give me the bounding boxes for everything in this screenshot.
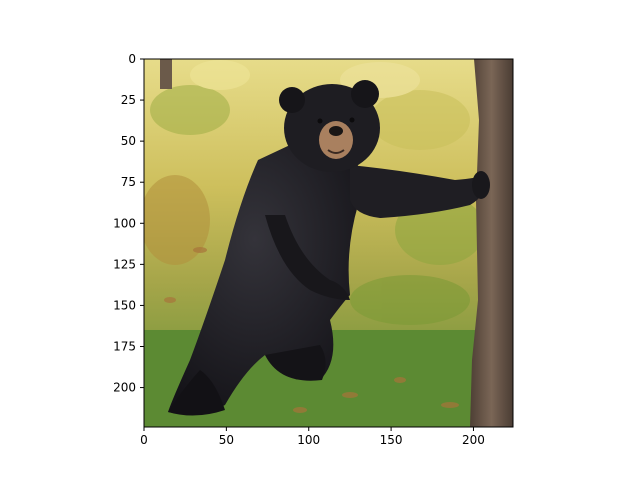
axes-frame <box>143 58 514 428</box>
x-tick-label: 150 <box>380 433 403 447</box>
x-tick-label: 50 <box>219 433 234 447</box>
y-tick-label: 200 <box>113 381 136 395</box>
y-tick-label: 150 <box>113 298 136 312</box>
y-tick-label: 50 <box>121 134 136 148</box>
y-tick-label: 75 <box>121 175 136 189</box>
foliage-texture <box>144 60 485 325</box>
thin-trunk <box>160 59 172 89</box>
tree-trunk <box>470 59 513 427</box>
y-tick-label: 25 <box>121 93 136 107</box>
y-tick-label: 125 <box>113 257 136 271</box>
y-tick-label: 0 <box>128 52 136 66</box>
y-axis: 0 25 50 75 100 125 150 175 200 <box>113 52 144 395</box>
y-tick-label: 175 <box>113 340 136 354</box>
x-tick-label: 100 <box>297 433 320 447</box>
black-bear <box>168 80 490 416</box>
x-tick-label: 0 <box>140 433 148 447</box>
y-tick-label: 100 <box>113 216 136 230</box>
x-tick-label: 200 <box>462 433 485 447</box>
x-axis: 0 50 100 150 200 <box>140 427 485 447</box>
bear-photo <box>144 59 513 427</box>
